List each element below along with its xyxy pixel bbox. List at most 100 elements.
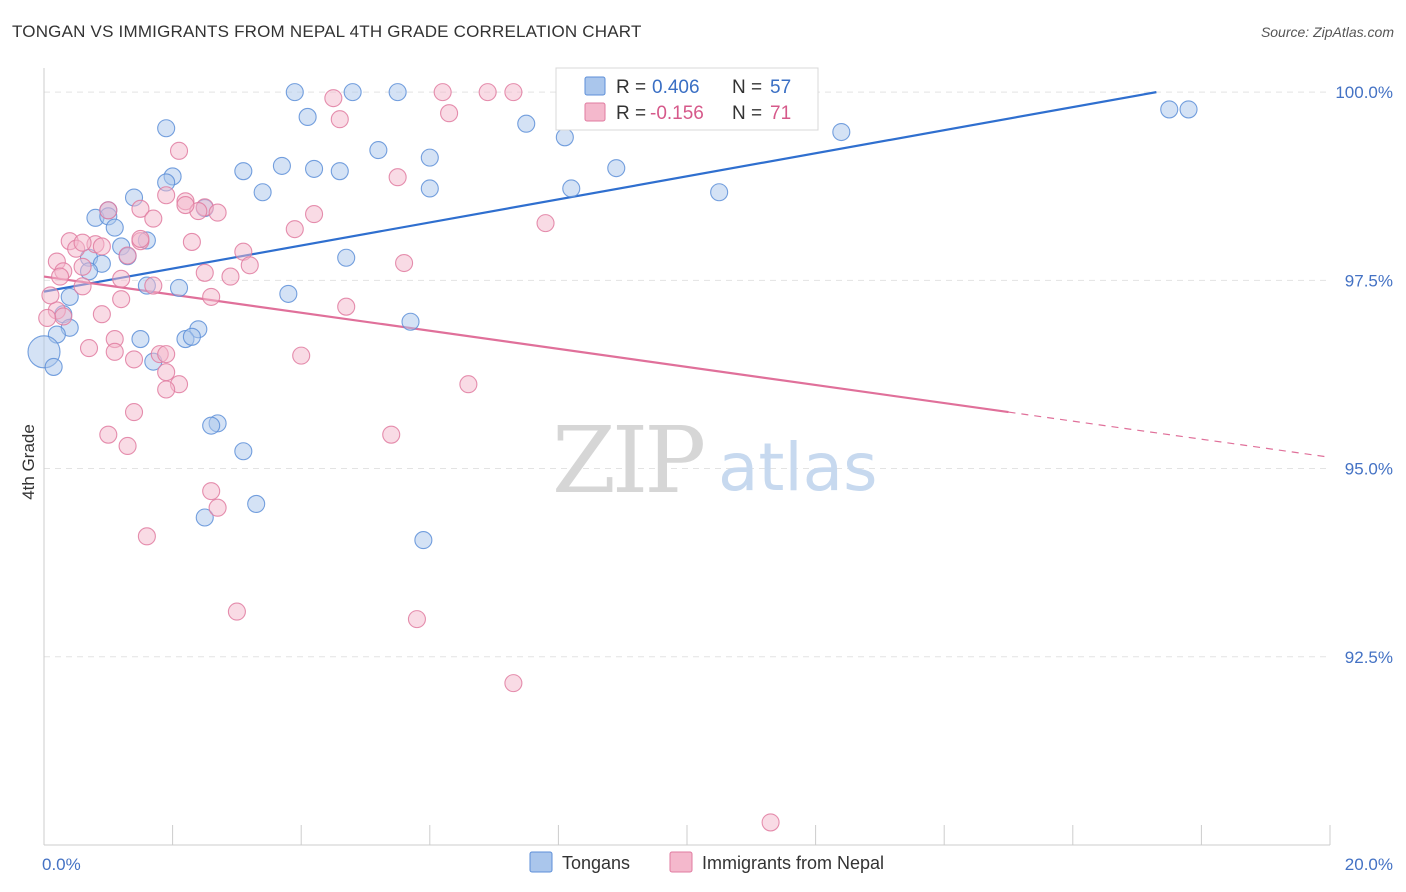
nepal-point-16: [144, 209, 163, 228]
nepal-point-68: [131, 229, 150, 248]
legend-n-value-tongans: 57: [770, 77, 791, 98]
tongans-point-7: [157, 119, 176, 138]
nepal-point-29: [240, 256, 259, 275]
nepal-point-69: [176, 195, 195, 215]
nepal-point-3: [324, 89, 343, 108]
nepal-point-58: [118, 436, 137, 456]
series-legend-swatch-nepal: [669, 851, 693, 873]
tongans-point-14: [330, 162, 349, 181]
tongans-point-51: [202, 416, 221, 435]
series-legend-label-tongans: Tongans: [562, 853, 630, 873]
y-axis-title: 4th Grade: [19, 424, 38, 500]
nepal-point-2: [504, 83, 523, 102]
nepal-point-57: [382, 425, 401, 444]
nepal-point-61: [137, 527, 156, 546]
nepal-point-60: [208, 498, 227, 517]
tongans-point-55: [414, 531, 433, 550]
nepal-point-48: [157, 345, 176, 364]
tongans-point-12: [272, 156, 291, 175]
nepal-point-40: [92, 305, 111, 324]
nepal-point-26: [118, 246, 137, 265]
watermark-atlas: atlas: [718, 429, 878, 506]
tongans-point-19: [420, 179, 439, 198]
nepal-point-45: [79, 339, 99, 358]
tongans-point-2: [388, 83, 407, 102]
tongans-point-1: [343, 83, 362, 102]
nepal-point-35: [112, 269, 131, 288]
tongans-point-53: [247, 494, 266, 513]
nepal-point-4: [440, 104, 459, 123]
nepal-point-5: [330, 110, 349, 129]
tongans-point-15: [234, 162, 253, 181]
nepal-point-55: [124, 403, 144, 422]
legend-n-label-nepal: N =: [732, 103, 762, 124]
nepal-point-11: [131, 199, 150, 218]
nepal-point-23: [92, 237, 111, 256]
y-tick-labels: 100.0% 97.5% 95.0% 92.5%: [1335, 83, 1393, 667]
tongans-point-16: [607, 159, 626, 178]
series-points-nepal: [38, 83, 780, 832]
legend-r-value-tongans: 0.406: [652, 77, 700, 98]
nepal-point-67: [38, 308, 57, 328]
nepal-point-8: [157, 186, 176, 205]
nepal-point-53: [157, 380, 176, 399]
nepal-point-37: [73, 277, 92, 296]
nepal-point-39: [112, 290, 131, 309]
legend-swatch-tongans: [584, 76, 606, 96]
nepal-point-33: [221, 267, 240, 286]
series-legend: Tongans Immigrants from Nepal: [529, 851, 884, 873]
x-tick-label-1: 20.0%: [1345, 855, 1393, 874]
tongans-point-47: [182, 327, 201, 346]
nepal-point-34: [51, 267, 70, 286]
watermark: ZIP atlas: [552, 407, 878, 514]
series-points-tongans: [27, 83, 1198, 550]
nepal-point-70: [73, 233, 92, 252]
tongans-point-10: [369, 141, 388, 160]
trendline-tongans: [43, 91, 1157, 293]
tongans-point-33: [337, 248, 356, 267]
nepal-point-43: [54, 307, 73, 326]
nepal-point-1: [478, 83, 497, 102]
nepal-point-65: [761, 813, 780, 832]
tongans-point-22: [710, 183, 729, 202]
nepal-point-12: [99, 201, 118, 220]
tongans-point-13: [305, 159, 324, 178]
nepal-point-38: [202, 287, 221, 306]
x-tick-labels: 0.0% 20.0%: [42, 855, 1393, 874]
nepal-point-63: [407, 610, 426, 629]
tongans-point-8: [832, 122, 851, 142]
nepal-point-6: [169, 141, 189, 160]
nepal-point-36: [144, 276, 163, 295]
tongans-point-45: [131, 330, 150, 349]
tongans-point-4: [1179, 100, 1198, 119]
nepal-point-32: [195, 263, 214, 282]
legend-n-value-nepal: 71: [770, 103, 791, 124]
series-legend-label-nepal: Immigrants from Nepal: [702, 853, 884, 873]
y-tick-label-2: 95.0%: [1345, 460, 1393, 479]
nepal-point-30: [73, 257, 92, 276]
nepal-point-56: [99, 425, 118, 444]
trendline-dashed-nepal: [1008, 411, 1331, 458]
tongans-point-11: [420, 148, 439, 167]
y-tick-label-3: 92.5%: [1345, 648, 1393, 667]
nepal-point-7: [388, 168, 407, 187]
legend-r-value-nepal: -0.156: [650, 103, 704, 124]
watermark-zip: ZIP: [552, 407, 703, 514]
stats-legend: R = 0.406 N = 57 R = -0.156 N = 71: [555, 67, 819, 131]
nepal-point-64: [504, 674, 523, 693]
nepal-point-46: [105, 342, 124, 361]
nepal-point-54: [459, 375, 478, 394]
nepal-point-51: [157, 363, 176, 382]
chart-source: Source: ZipAtlas.com: [1260, 24, 1394, 40]
tongans-point-54: [195, 508, 214, 527]
tongans-point-6: [517, 114, 536, 133]
nepal-point-28: [395, 253, 414, 273]
nepal-point-49: [124, 350, 144, 369]
tongans-point-9: [555, 128, 574, 147]
y-tick-label-0: 100.0%: [1335, 83, 1393, 102]
nepal-point-41: [337, 297, 356, 316]
nepal-point-15: [305, 205, 324, 224]
tongans-point-41: [401, 312, 420, 331]
tongans-point-20: [562, 179, 581, 198]
tongans-point-39: [60, 287, 79, 306]
